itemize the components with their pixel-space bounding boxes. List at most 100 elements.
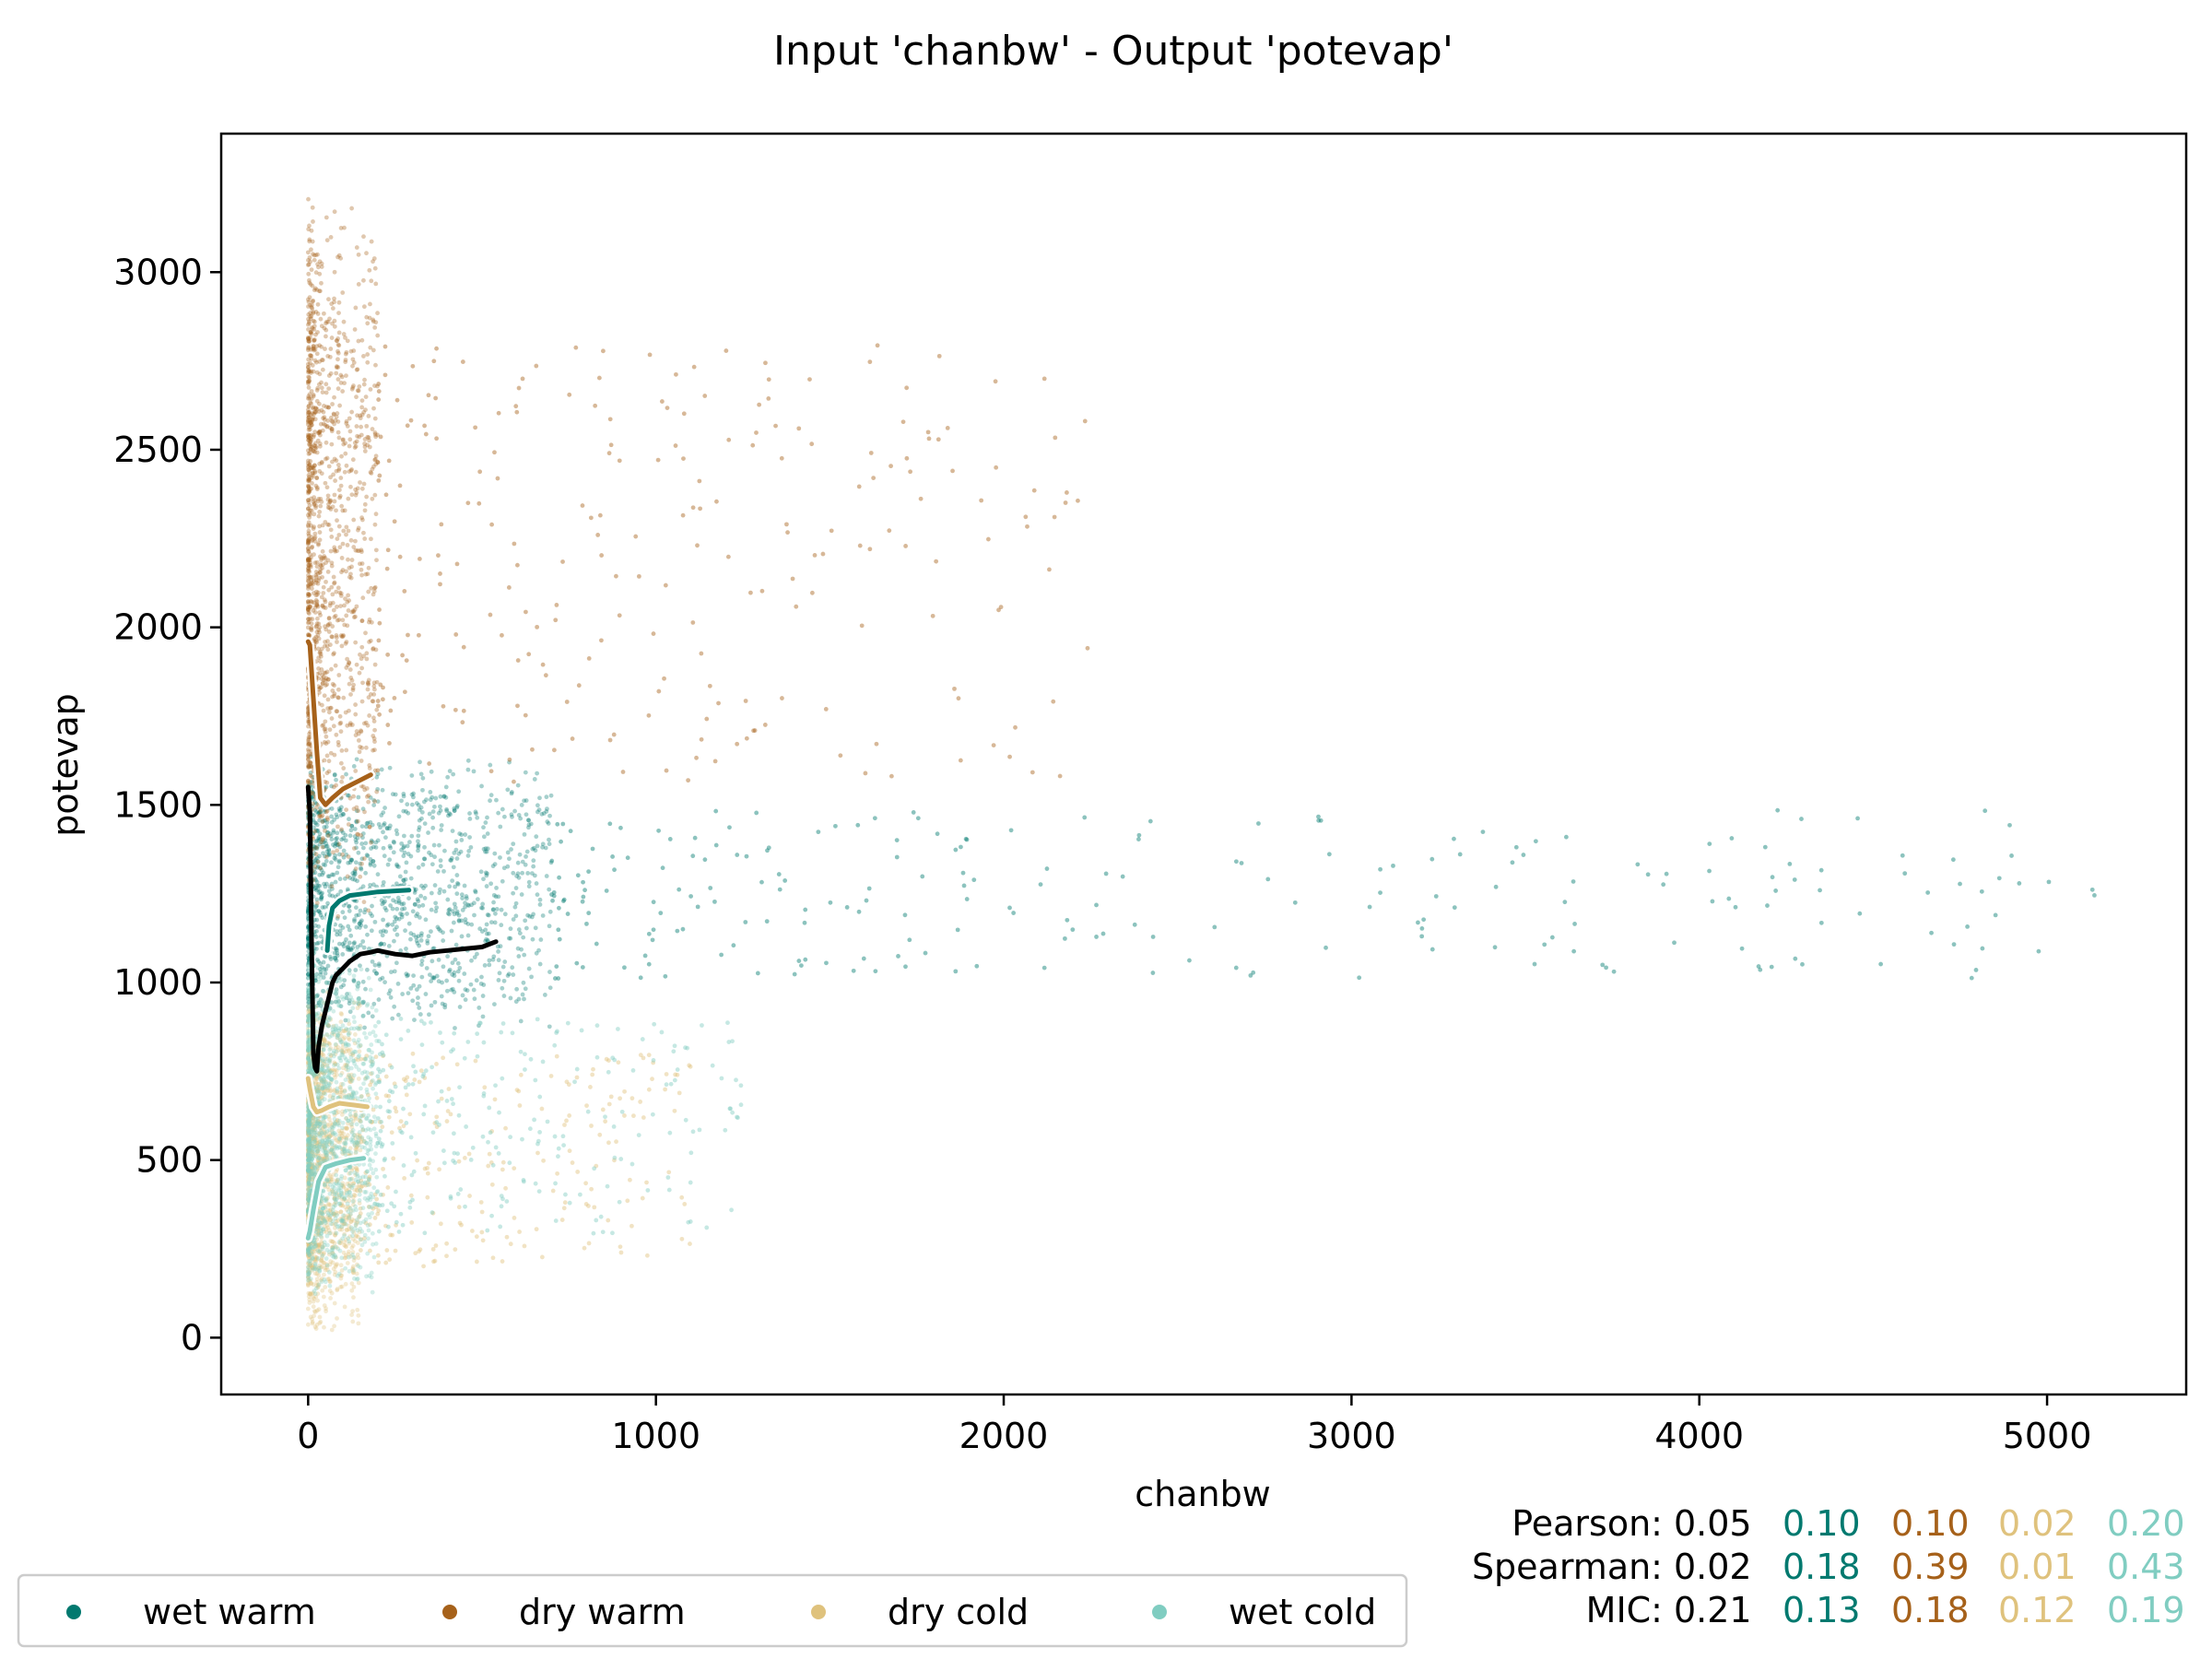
data-point (319, 324, 324, 329)
data-point (306, 385, 312, 390)
data-point (1480, 830, 1486, 834)
data-point (315, 883, 321, 888)
data-point (368, 882, 372, 888)
data-point (363, 407, 368, 413)
data-point (356, 808, 361, 814)
data-point (308, 1291, 313, 1296)
data-point (359, 699, 365, 704)
data-point (324, 405, 329, 409)
data-point (307, 239, 312, 244)
data-point (344, 665, 349, 670)
data-point (314, 846, 320, 852)
data-point (306, 1000, 311, 1006)
data-point (1378, 890, 1382, 896)
data-point (330, 592, 335, 597)
data-point (416, 845, 421, 850)
data-point (2017, 881, 2022, 886)
data-point (307, 338, 312, 344)
data-point (414, 987, 419, 992)
data-point (690, 620, 696, 625)
data-point (407, 840, 412, 845)
data-point (394, 916, 399, 921)
data-point (308, 760, 313, 766)
data-point (695, 543, 700, 548)
data-point (310, 465, 315, 470)
data-point (321, 862, 326, 867)
data-point (338, 720, 344, 725)
data-point (314, 1003, 320, 1008)
data-point (335, 342, 341, 347)
data-point (358, 413, 363, 418)
data-point (1775, 807, 1781, 813)
data-point (351, 806, 357, 812)
data-point (350, 608, 356, 614)
data-point (307, 419, 312, 425)
data-point (309, 621, 314, 627)
data-point (343, 1281, 348, 1287)
data-point (534, 363, 539, 369)
data-point (708, 886, 713, 890)
data-point (526, 966, 532, 971)
data-point (422, 1166, 428, 1171)
data-point (311, 582, 315, 587)
data-point (429, 959, 435, 964)
data-point (316, 636, 322, 641)
data-point (367, 713, 372, 718)
data-point (359, 856, 365, 862)
data-point (372, 962, 378, 968)
data-point (335, 348, 340, 354)
data-point (366, 682, 371, 688)
data-point (361, 481, 367, 487)
data-point (681, 456, 686, 462)
data-point (415, 940, 420, 946)
data-point (307, 562, 312, 568)
data-point (305, 972, 311, 977)
data-point (465, 933, 471, 938)
data-point (429, 890, 434, 896)
data-point (307, 439, 312, 444)
data-point (347, 667, 353, 672)
data-point (308, 330, 313, 335)
data-point (511, 870, 516, 876)
data-point (326, 523, 332, 527)
data-point (335, 836, 339, 841)
data-point (367, 640, 371, 644)
data-point (331, 828, 336, 833)
points-wet-warm (305, 754, 2097, 1030)
data-point (353, 702, 359, 707)
data-point (365, 321, 371, 326)
data-point (315, 571, 321, 576)
data-point (423, 883, 428, 888)
data-point (531, 858, 536, 864)
data-point (867, 547, 873, 552)
data-point (361, 234, 366, 240)
data-point (372, 430, 378, 435)
data-point (367, 766, 372, 771)
data-point (345, 723, 350, 728)
data-point (308, 282, 313, 287)
data-point (359, 865, 363, 871)
data-point (920, 874, 925, 879)
data-point (369, 239, 374, 244)
data-point (315, 499, 321, 504)
data-point (309, 422, 314, 428)
data-point (340, 925, 346, 930)
data-point (636, 573, 641, 579)
data-point (380, 975, 385, 981)
data-point (338, 633, 344, 638)
data-point (306, 425, 312, 430)
data-point (456, 1205, 462, 1210)
data-point (308, 617, 312, 621)
data-point (536, 807, 542, 813)
data-point (479, 1209, 485, 1215)
data-point (306, 568, 312, 573)
data-point (406, 852, 411, 856)
data-point (315, 581, 321, 586)
data-point (314, 838, 320, 843)
data-point (404, 860, 409, 865)
data-point (644, 1253, 650, 1258)
data-point (359, 759, 364, 763)
data-point (464, 896, 469, 901)
data-point (422, 856, 427, 862)
data-point (360, 979, 366, 984)
